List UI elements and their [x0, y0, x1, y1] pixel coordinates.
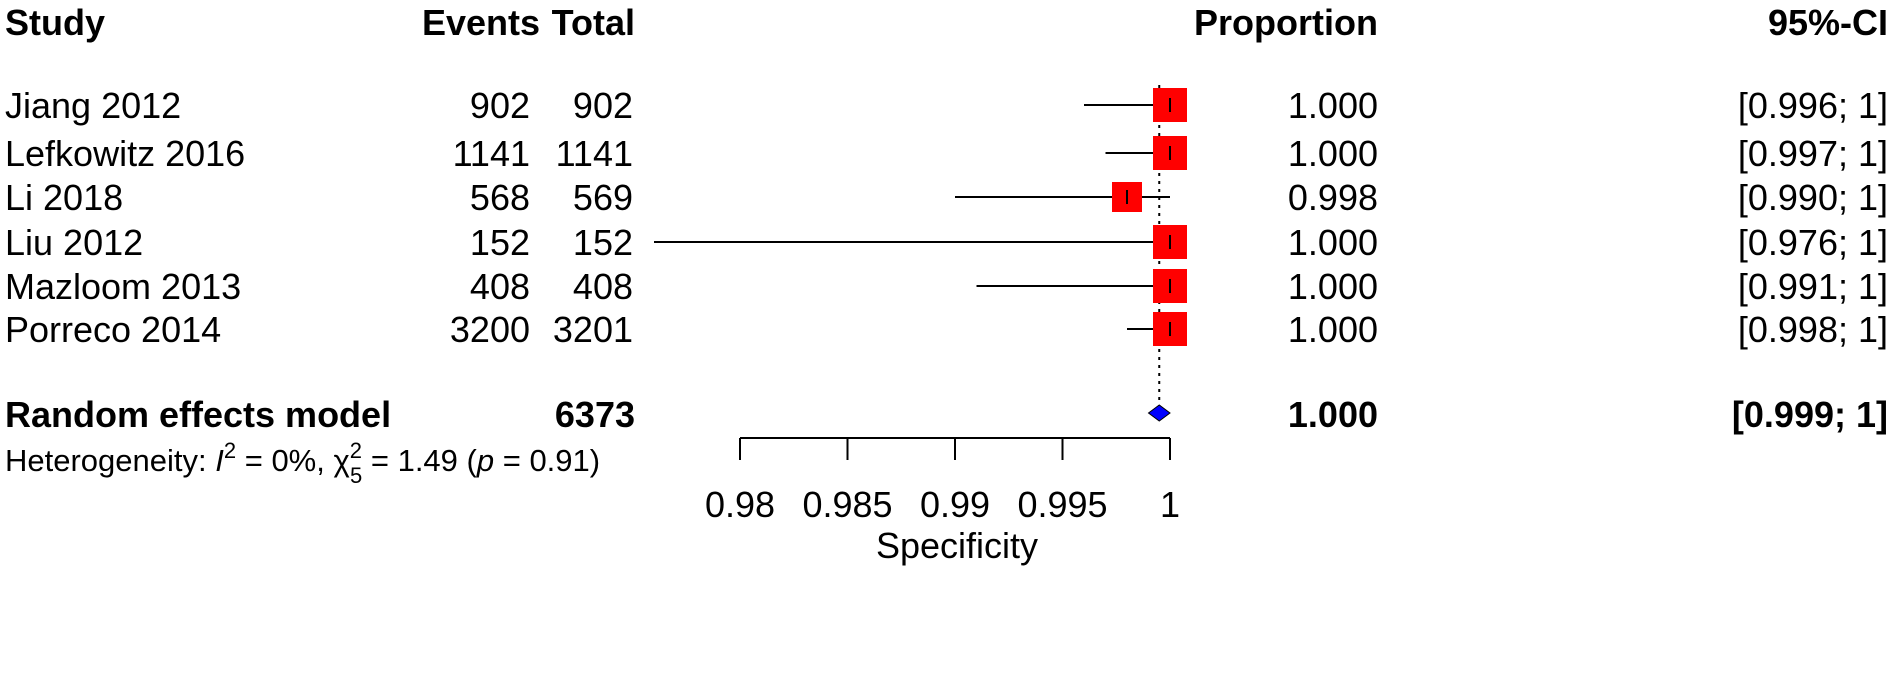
study-proportion: 1.000 — [1288, 133, 1378, 174]
header-study: Study — [5, 2, 105, 43]
header-total: Total — [552, 2, 635, 43]
study-ci: [0.997; 1] — [1738, 133, 1888, 174]
study-events: 3200 — [450, 309, 530, 350]
study-total: 152 — [573, 222, 633, 263]
study-total: 3201 — [553, 309, 633, 350]
study-ci: [0.998; 1] — [1738, 309, 1888, 350]
study-proportion: 1.000 — [1288, 222, 1378, 263]
pooled-model-label: Random effects model — [5, 394, 391, 435]
heterogeneity-text: Heterogeneity: I2 = 0%, χ2 5 = 1.49 (p = … — [5, 438, 600, 488]
header-proportion: Proportion — [1194, 2, 1378, 43]
x-tick-label: 0.995 — [1017, 484, 1107, 525]
study-proportion: 1.000 — [1288, 266, 1378, 307]
study-ci: [0.976; 1] — [1738, 222, 1888, 263]
pooled-diamond — [1147, 404, 1171, 422]
header-events: Events — [422, 2, 540, 43]
study-proportion: 1.000 — [1288, 309, 1378, 350]
study-name: Porreco 2014 — [5, 309, 221, 350]
study-proportion: 0.998 — [1288, 177, 1378, 218]
x-axis: 0.98 0.985 0.99 0.995 1 — [705, 437, 1180, 525]
plot-marks — [654, 85, 1187, 408]
study-name: Jiang 2012 — [5, 85, 181, 126]
study-events: 568 — [470, 177, 530, 218]
study-name: Mazloom 2013 — [5, 266, 241, 307]
study-proportion: 1.000 — [1288, 85, 1378, 126]
x-tick-label: 0.985 — [802, 484, 892, 525]
study-name: Li 2018 — [5, 177, 123, 218]
pooled-proportion: 1.000 — [1288, 394, 1378, 435]
study-name: Liu 2012 — [5, 222, 143, 263]
pooled-total: 6373 — [555, 394, 635, 435]
x-tick-label: 0.99 — [920, 484, 990, 525]
study-events: 1141 — [453, 133, 530, 174]
study-total: 902 — [573, 85, 633, 126]
study-name: Lefkowitz 2016 — [5, 133, 245, 174]
study-ci: [0.996; 1] — [1738, 85, 1888, 126]
study-total: 1141 — [556, 133, 633, 174]
study-total: 408 — [573, 266, 633, 307]
header-ci: 95%-CI — [1768, 2, 1888, 43]
x-tick-label: 1 — [1160, 484, 1180, 525]
x-axis-label: Specificity — [876, 525, 1038, 566]
study-ci: [0.990; 1] — [1738, 177, 1888, 218]
pooled-ci: [0.999; 1] — [1732, 394, 1888, 435]
study-events: 152 — [470, 222, 530, 263]
study-total: 569 — [573, 177, 633, 218]
x-tick-label: 0.98 — [705, 484, 775, 525]
study-events: 408 — [470, 266, 530, 307]
study-ci: [0.991; 1] — [1738, 266, 1888, 307]
study-rows: Jiang 2012 902 902 1.000 [0.996; 1] Lefkowitz… — [5, 85, 1888, 350]
study-events: 902 — [470, 85, 530, 126]
